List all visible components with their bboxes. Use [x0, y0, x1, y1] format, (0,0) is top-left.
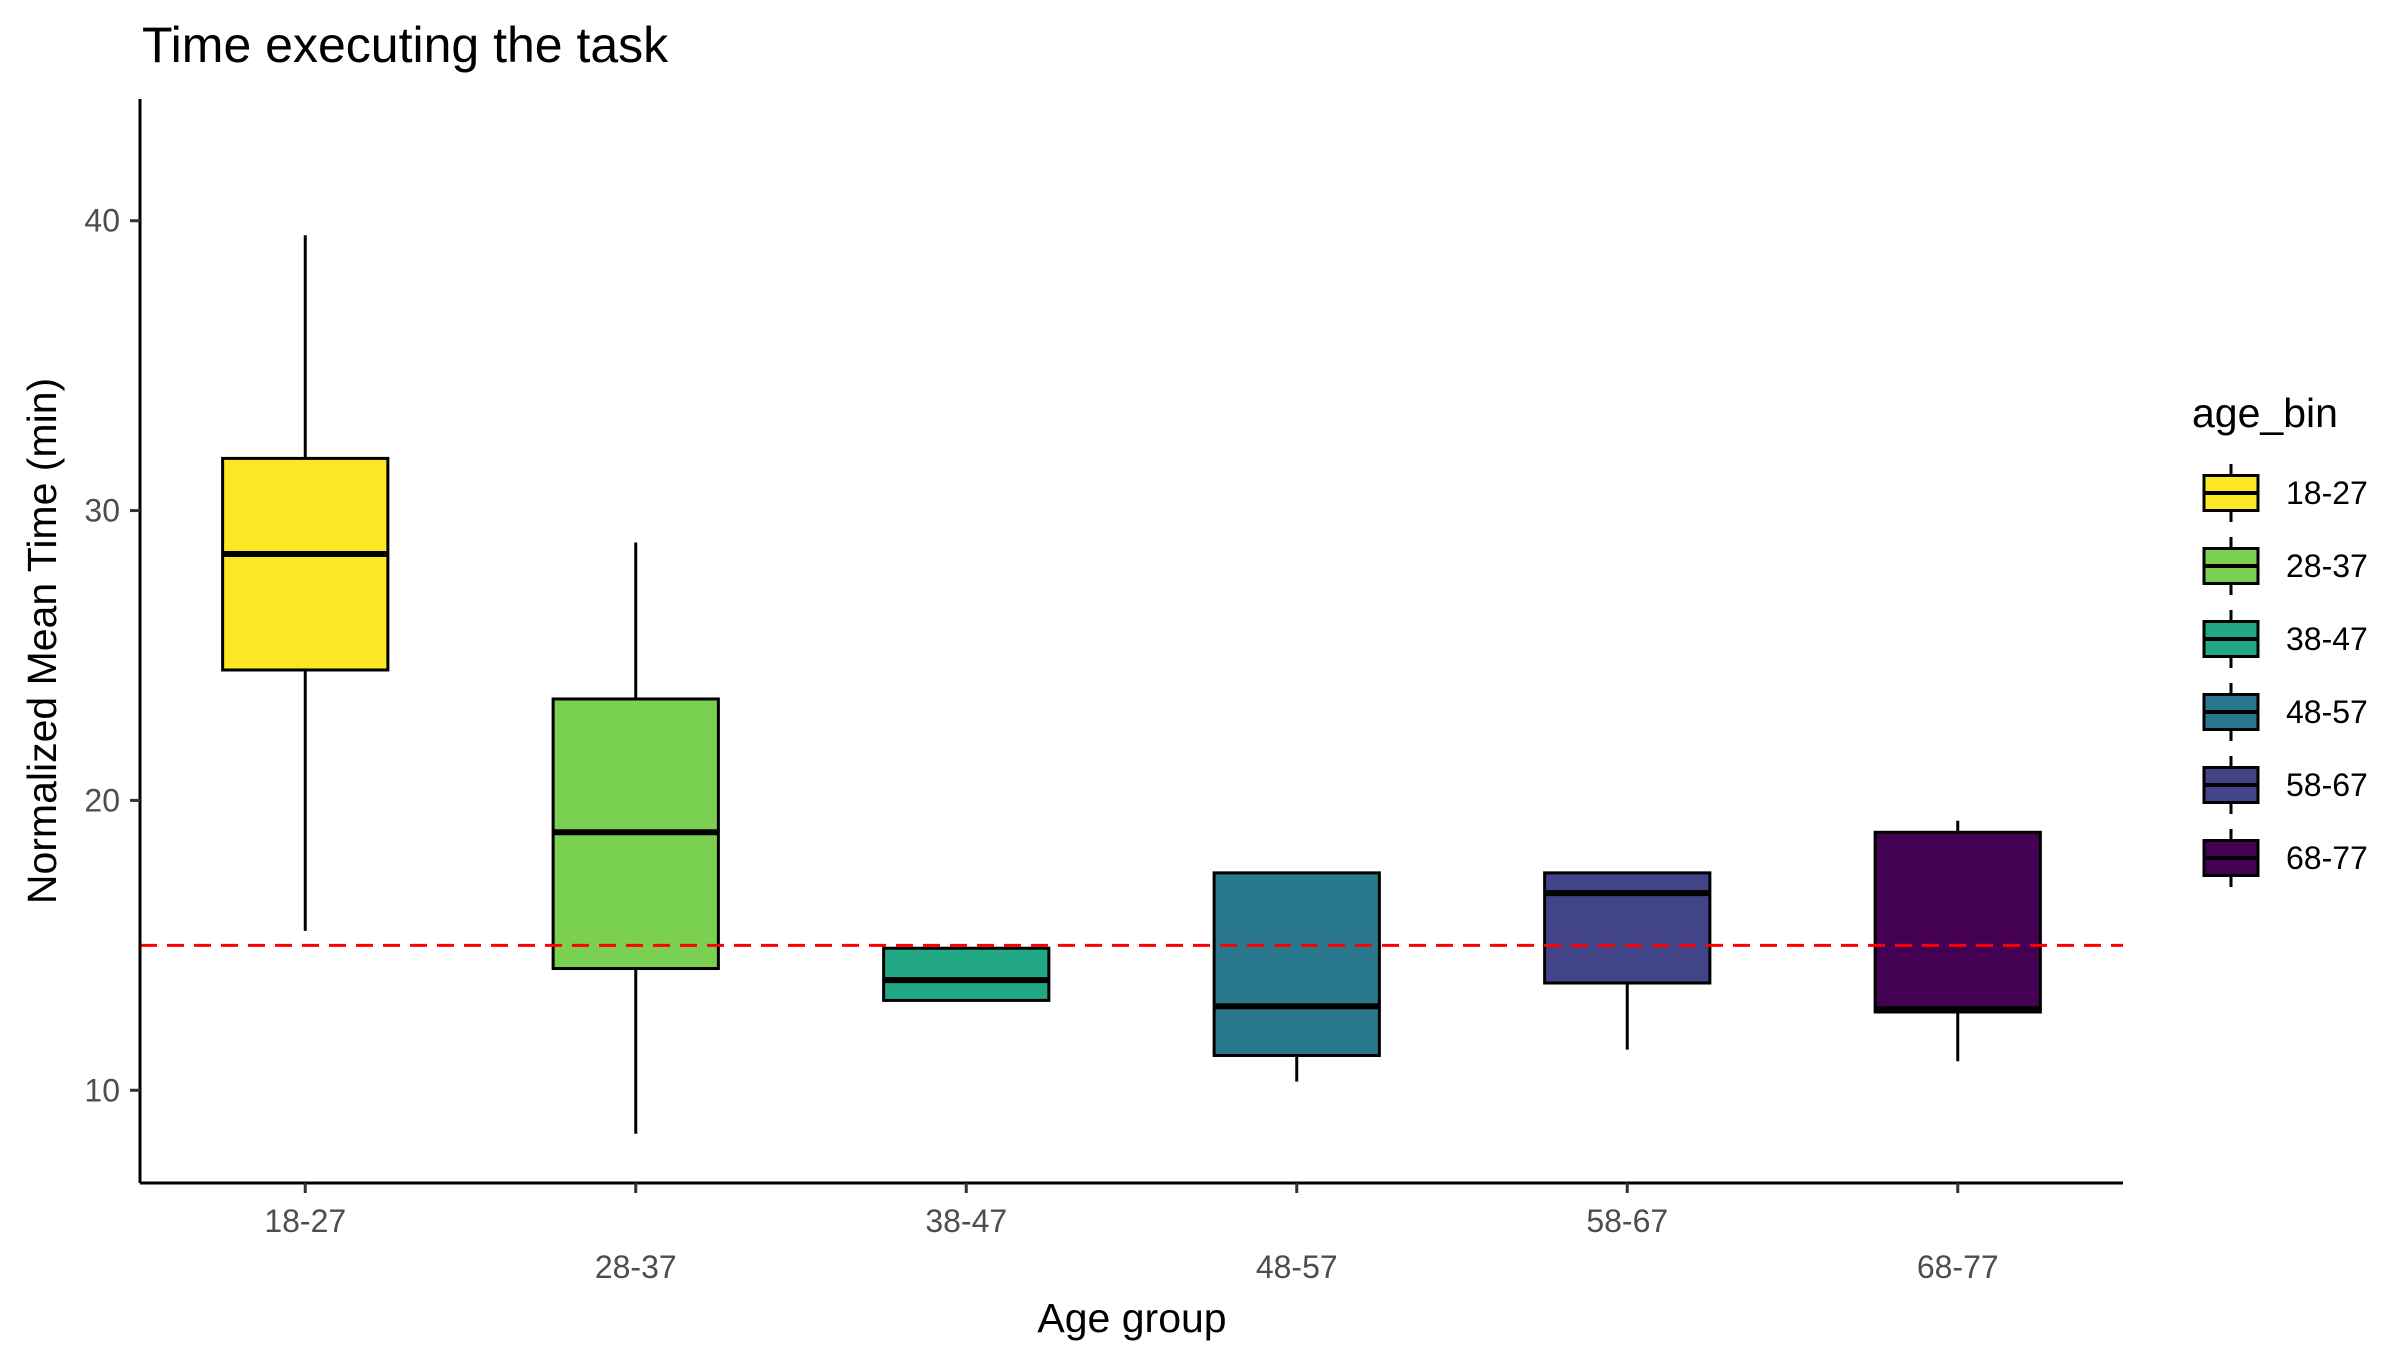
x-tick-label: 68-77 [1917, 1249, 1999, 1285]
box-38-47 [882, 946, 1051, 1002]
y-tick-label: 30 [84, 493, 120, 529]
x-tick-label: 38-47 [925, 1203, 1007, 1239]
x-tick-label: 28-37 [595, 1249, 677, 1285]
x-tick-label: 58-67 [1586, 1203, 1668, 1239]
box-body [1543, 871, 1712, 985]
legend: age_bin 18-27 28-37 38-47 48-57 58-67 68-77 [2192, 390, 2368, 887]
legend-label: 18-27 [2286, 475, 2368, 511]
plot-area [140, 235, 2123, 1134]
legend-title: age_bin [2192, 390, 2338, 436]
box-body [221, 456, 390, 672]
legend-item-48-57: 48-57 [2202, 683, 2368, 741]
box-18-27 [221, 235, 390, 931]
legend-item-28-37: 28-37 [2202, 537, 2368, 595]
y-tick-label: 10 [84, 1072, 120, 1108]
chart-title: Time executing the task [142, 17, 669, 73]
y-axis-title: Normalized Mean Time (min) [19, 378, 65, 904]
box-28-37 [551, 542, 720, 1134]
y-tick-label: 40 [84, 203, 120, 239]
box-48-57 [1212, 871, 1381, 1082]
legend-label: 68-77 [2286, 840, 2368, 876]
y-axis-ticks: 10 20 30 40 [84, 203, 140, 1108]
x-axis-title: Age group [1037, 1295, 1226, 1341]
legend-label: 28-37 [2286, 548, 2368, 584]
box-body [882, 946, 1051, 1002]
x-axis-ticks: 18-27 28-37 38-47 48-57 58-67 68-77 [264, 1183, 1999, 1285]
legend-label: 48-57 [2286, 694, 2368, 730]
x-tick-label: 18-27 [264, 1203, 346, 1239]
legend-label: 38-47 [2286, 621, 2368, 657]
legend-item-18-27: 18-27 [2202, 464, 2368, 522]
box-68-77 [1873, 820, 2042, 1062]
box-body [1873, 830, 2042, 1014]
legend-label: 58-67 [2286, 767, 2368, 803]
y-tick-label: 20 [84, 782, 120, 818]
legend-item-68-77: 68-77 [2202, 829, 2368, 887]
legend-item-38-47: 38-47 [2202, 610, 2368, 668]
box-58-67 [1543, 871, 1712, 1050]
legend-item-58-67: 58-67 [2202, 756, 2368, 814]
box-body [1212, 871, 1381, 1057]
x-tick-label: 48-57 [1256, 1249, 1338, 1285]
